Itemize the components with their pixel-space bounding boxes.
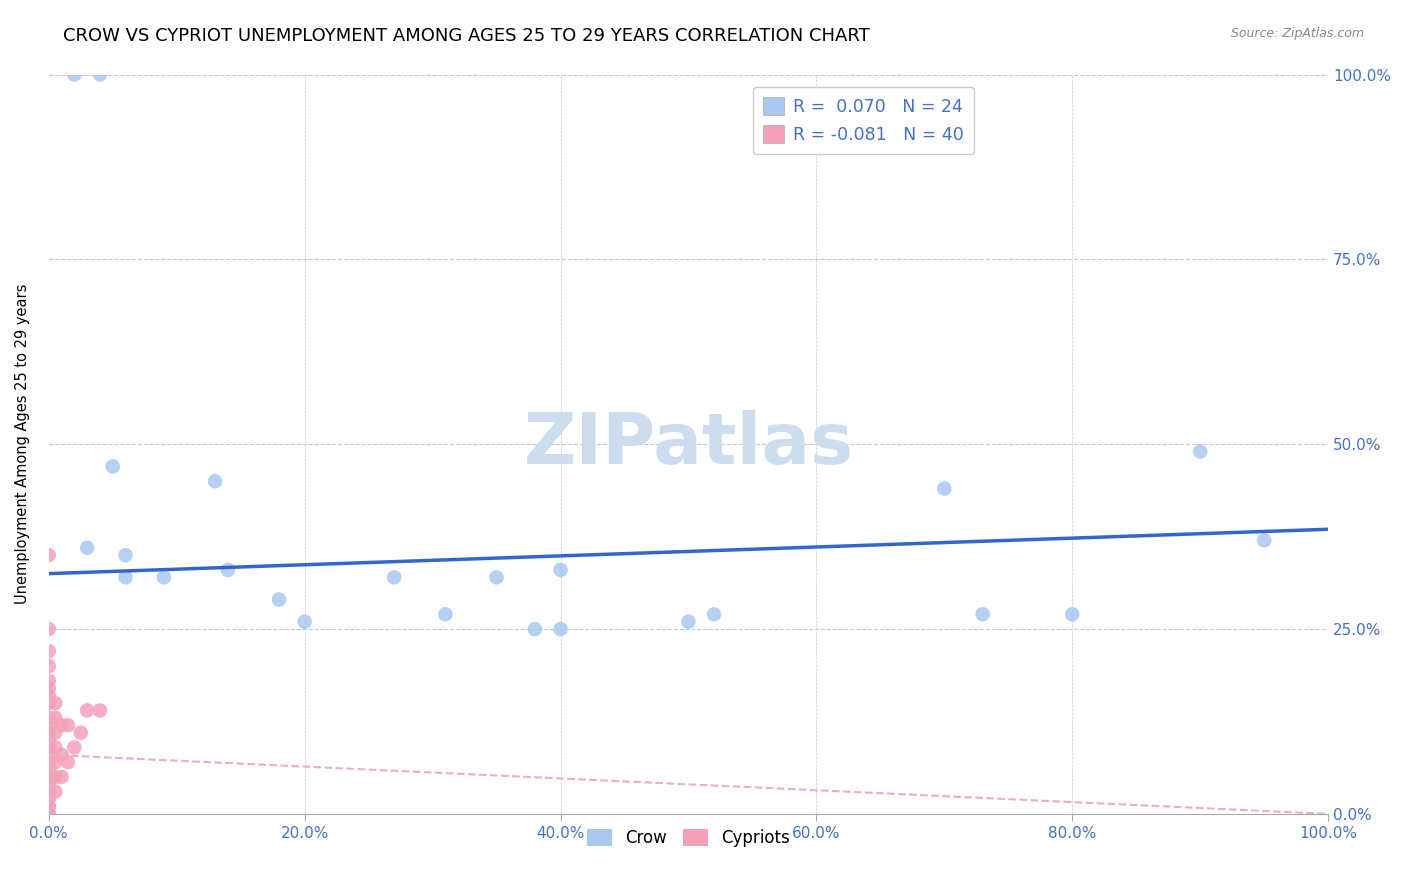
- Point: [114, 548, 136, 562]
- Point: [38, 799, 60, 814]
- Text: CROW VS CYPRIOT UNEMPLOYMENT AMONG AGES 25 TO 29 YEARS CORRELATION CHART: CROW VS CYPRIOT UNEMPLOYMENT AMONG AGES …: [63, 27, 870, 45]
- Point: [89, 68, 111, 82]
- Point: [294, 615, 316, 629]
- Point: [678, 615, 700, 629]
- Point: [38, 673, 60, 688]
- Point: [51, 747, 73, 762]
- Point: [44, 770, 66, 784]
- Point: [89, 703, 111, 717]
- Point: [51, 718, 73, 732]
- Point: [550, 622, 572, 636]
- Point: [38, 622, 60, 636]
- Point: [44, 711, 66, 725]
- Point: [38, 806, 60, 821]
- Point: [38, 806, 60, 821]
- Point: [703, 607, 725, 622]
- Legend: Crow, Cypriots: Crow, Cypriots: [579, 822, 797, 854]
- Point: [38, 711, 60, 725]
- Point: [972, 607, 994, 622]
- Point: [63, 740, 86, 755]
- Point: [523, 622, 546, 636]
- Point: [38, 548, 60, 562]
- Point: [44, 725, 66, 739]
- Point: [114, 570, 136, 584]
- Point: [38, 659, 60, 673]
- Point: [38, 718, 60, 732]
- Point: [485, 570, 508, 584]
- Point: [101, 459, 124, 474]
- Point: [38, 755, 60, 769]
- Point: [38, 725, 60, 739]
- Point: [44, 755, 66, 769]
- Point: [38, 747, 60, 762]
- Point: [69, 725, 91, 739]
- Point: [38, 770, 60, 784]
- Point: [38, 785, 60, 799]
- Point: [38, 733, 60, 747]
- Point: [38, 681, 60, 696]
- Text: ZIPatlas: ZIPatlas: [523, 409, 853, 479]
- Point: [204, 474, 226, 488]
- Point: [56, 718, 79, 732]
- Y-axis label: Unemployment Among Ages 25 to 29 years: Unemployment Among Ages 25 to 29 years: [15, 284, 30, 605]
- Point: [382, 570, 405, 584]
- Point: [434, 607, 457, 622]
- Point: [934, 482, 956, 496]
- Point: [1189, 444, 1212, 458]
- Point: [217, 563, 239, 577]
- Point: [38, 799, 60, 814]
- Point: [153, 570, 176, 584]
- Point: [1253, 533, 1275, 548]
- Point: [51, 770, 73, 784]
- Point: [550, 563, 572, 577]
- Point: [267, 592, 290, 607]
- Point: [44, 785, 66, 799]
- Point: [1062, 607, 1084, 622]
- Point: [38, 696, 60, 710]
- Point: [76, 703, 98, 717]
- Text: Source: ZipAtlas.com: Source: ZipAtlas.com: [1230, 27, 1364, 40]
- Point: [38, 740, 60, 755]
- Point: [44, 696, 66, 710]
- Point: [76, 541, 98, 555]
- Point: [56, 755, 79, 769]
- Point: [38, 763, 60, 777]
- Point: [38, 689, 60, 703]
- Point: [38, 777, 60, 791]
- Point: [38, 644, 60, 658]
- Point: [63, 68, 86, 82]
- Point: [38, 792, 60, 806]
- Point: [44, 740, 66, 755]
